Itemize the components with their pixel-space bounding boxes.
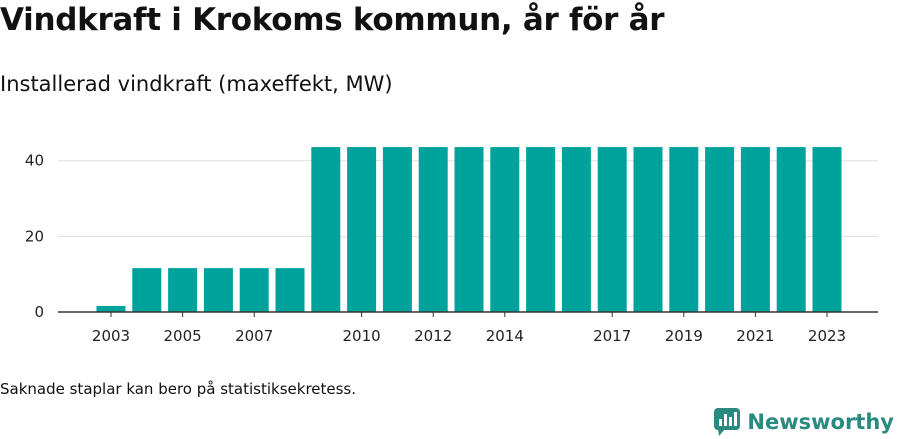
bar [418,147,448,312]
newsworthy-logo-icon [714,408,741,436]
bars [96,147,842,312]
chart-subtitle: Installerad vindkraft (maxeffekt, MW) [0,72,393,96]
bar-chart: 0 20 40 2003 2005 2007 2010 2012 2014 2017 2019 202… [25,147,878,345]
bar [740,147,770,312]
bar [812,147,842,312]
x-tick-label: 2005 [164,327,202,345]
bar [132,268,162,312]
footnote: Saknade staplar kan bero på statistiksek… [0,380,357,398]
y-tick-label: 0 [34,303,44,321]
bar [526,147,556,312]
bar [597,147,627,312]
x-tick-label: 2023 [808,327,846,345]
x-tick-label: 2012 [414,327,452,345]
x-tick-label: 2014 [486,327,524,345]
bar [776,147,806,312]
x-tick-label: 2019 [665,327,703,345]
bar [669,147,699,312]
bar [168,268,198,312]
y-tick-label: 40 [25,152,44,170]
brand-name: Newsworthy [747,410,894,434]
bar [705,147,735,312]
bar [96,305,126,312]
y-tick-label: 20 [25,227,44,245]
bar [490,147,520,312]
bar [239,268,269,312]
newsworthy-brand[interactable]: Newsworthy [713,406,894,438]
bar [633,147,663,312]
x-tick-label: 2007 [235,327,273,345]
bar [203,268,233,312]
bar [275,268,305,312]
axes [58,311,878,317]
bar [311,147,341,312]
x-tick-label: 2021 [736,327,774,345]
chart-title: Vindkraft i Krokoms kommun, år för år [0,2,665,38]
x-tick-label: 2017 [593,327,631,345]
x-tick-label: 2003 [92,327,130,345]
bar [382,147,412,312]
bar [347,147,377,312]
bar [561,147,591,312]
bar [454,147,484,312]
tick-labels: 0 20 40 2003 2005 2007 2010 2012 2014 2017 2019 202… [25,152,846,345]
x-tick-label: 2010 [343,327,381,345]
